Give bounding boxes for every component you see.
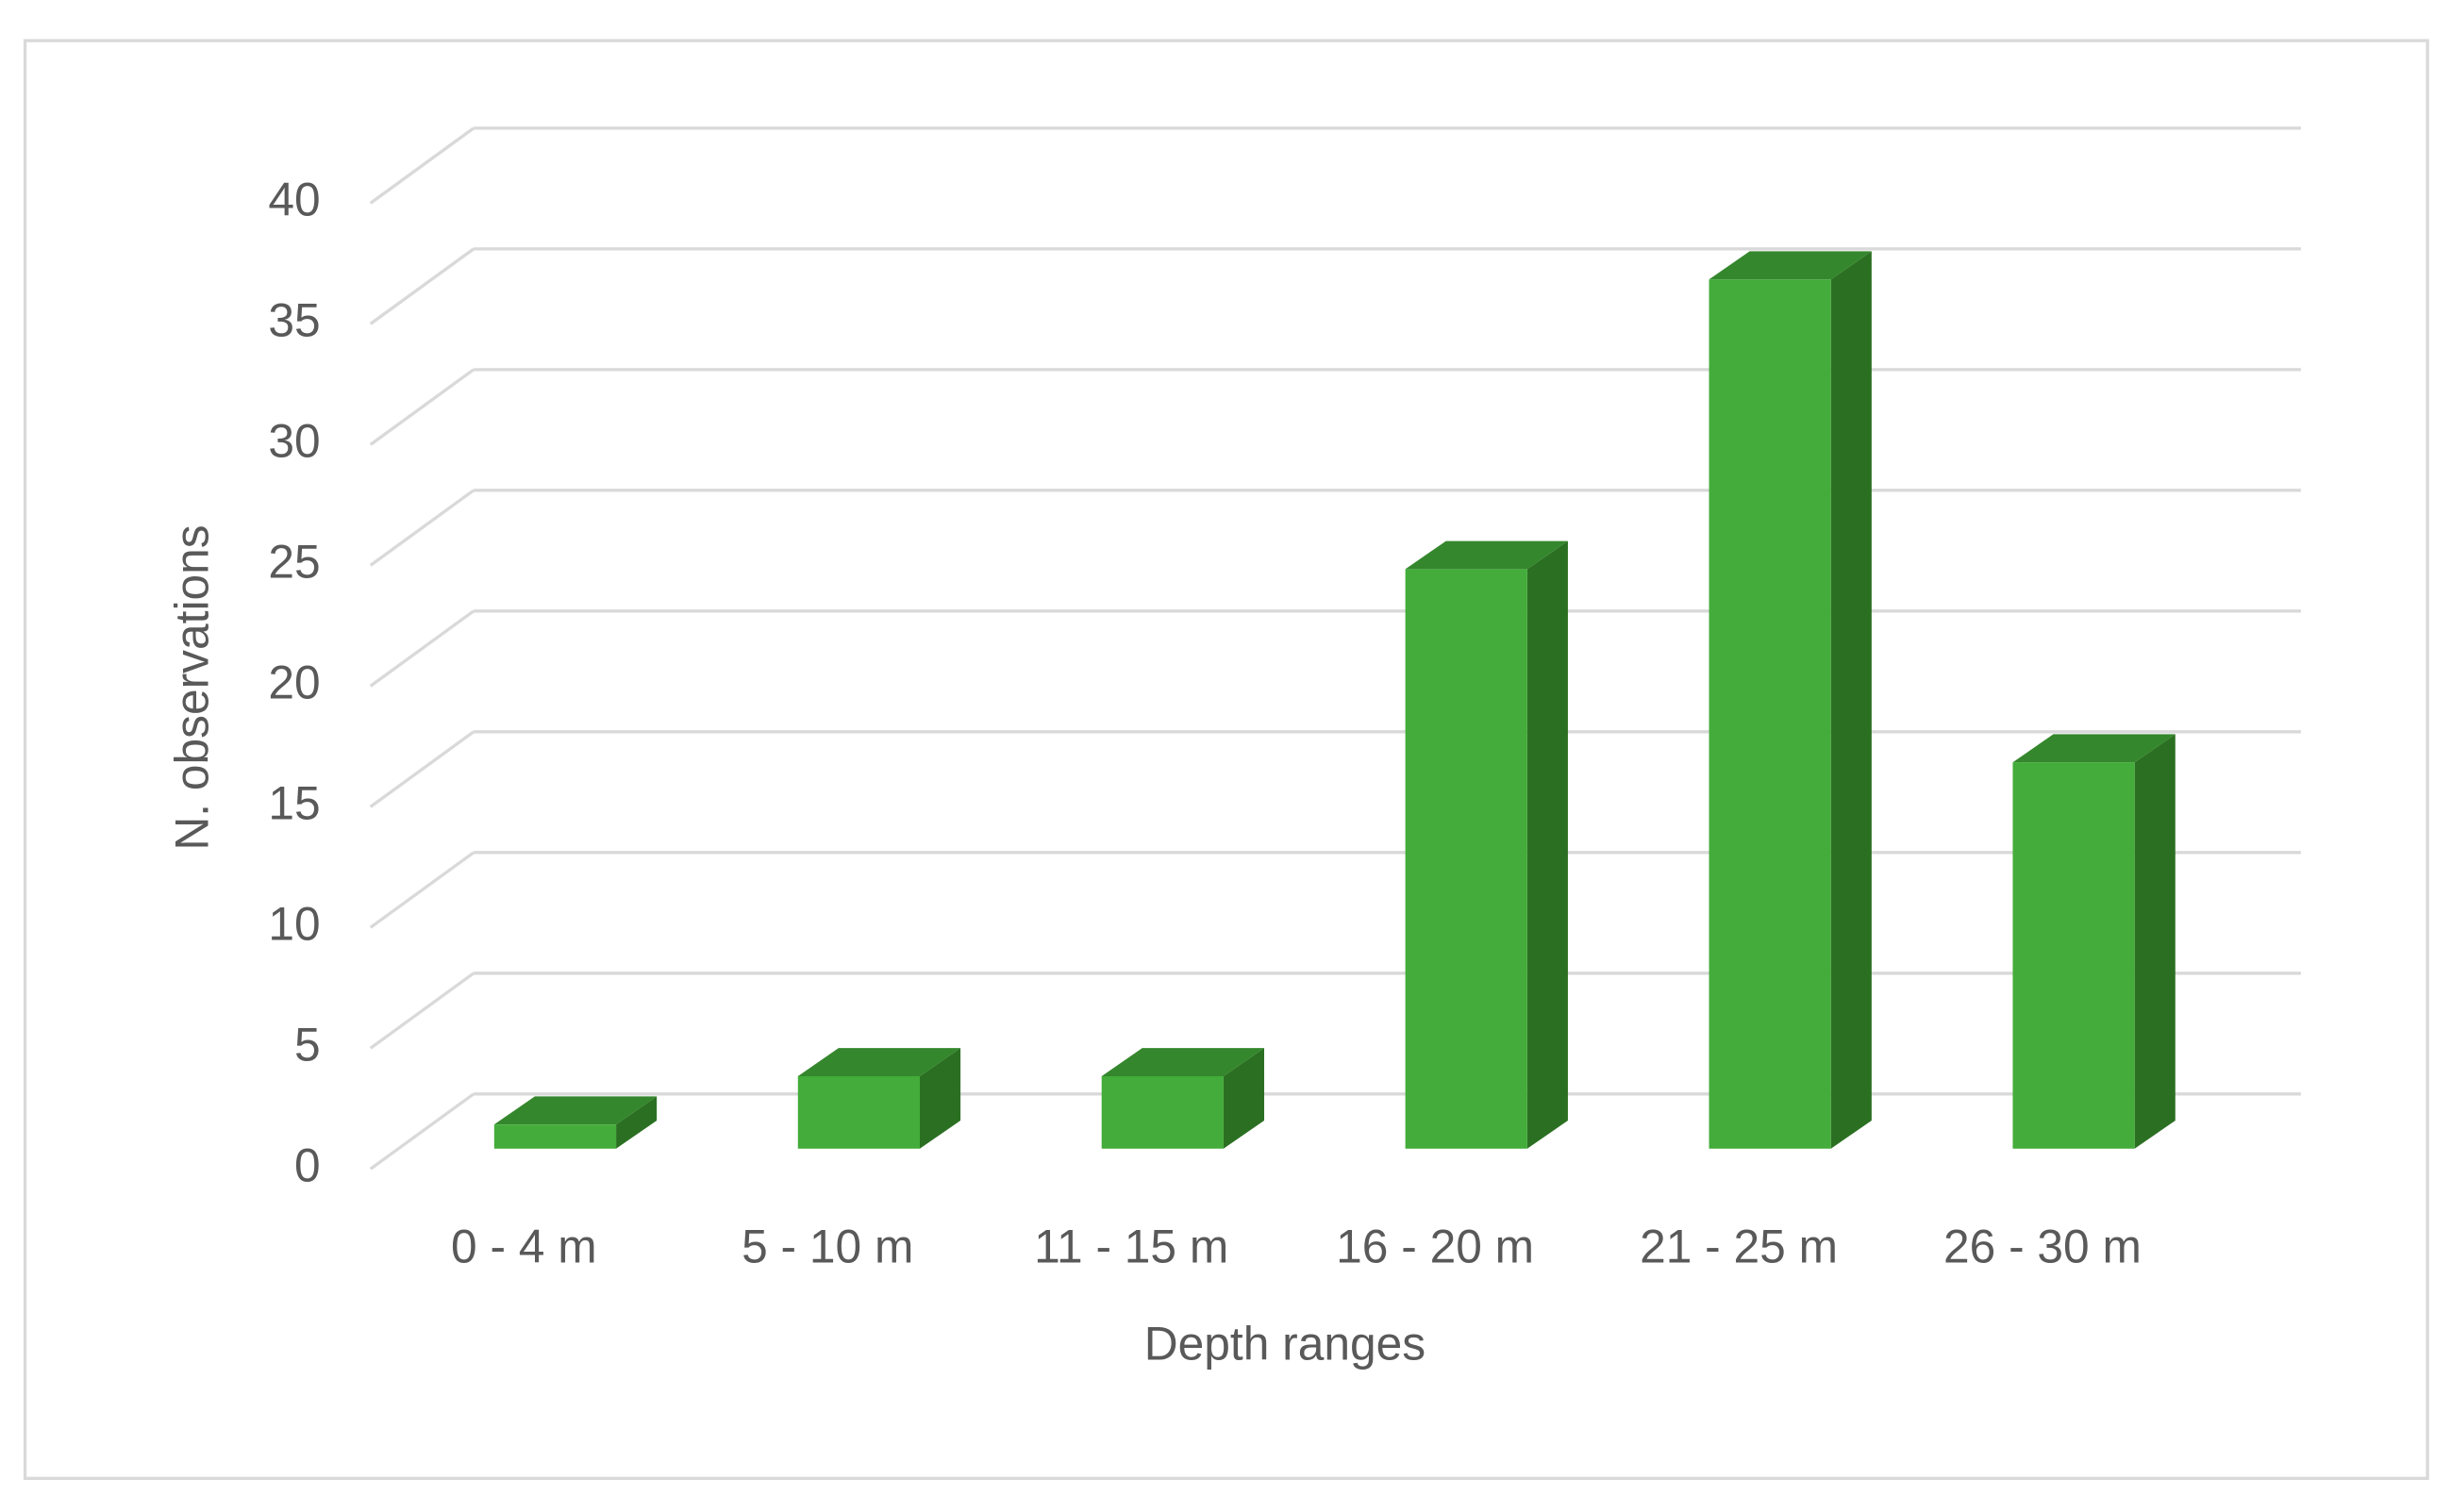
grid-line-side — [369, 247, 475, 325]
bar — [797, 1075, 921, 1149]
y-tick-label: 35 — [268, 294, 320, 347]
y-tick-label: 10 — [268, 897, 320, 950]
bar-top — [1101, 1048, 1265, 1076]
x-tick-label: 26 - 30 m — [1943, 1221, 2142, 1273]
bar-side — [616, 1096, 658, 1149]
y-tick-label: 5 — [294, 1018, 321, 1071]
bar-side — [1526, 540, 1568, 1149]
bar — [493, 1124, 617, 1149]
y-axis-title: N. observations — [165, 524, 218, 850]
bar-top — [797, 1048, 961, 1076]
x-tick-label: 5 - 10 m — [742, 1221, 913, 1273]
x-axis-title: Depth ranges — [1144, 1317, 1426, 1370]
bar-side — [1223, 1048, 1265, 1149]
grid-line-side — [369, 1092, 475, 1171]
bar-top — [2012, 734, 2176, 763]
bar — [1709, 279, 1831, 1149]
bar — [1101, 1075, 1224, 1149]
grid-line-side — [369, 489, 475, 567]
y-tick-label: 30 — [268, 414, 320, 467]
x-tick-label: 0 - 4 m — [451, 1221, 597, 1273]
bar-side — [2134, 734, 2176, 1149]
bar-top — [1405, 540, 1568, 570]
grid-line-side — [369, 609, 475, 688]
bar — [1405, 569, 1527, 1149]
grid-line-side — [369, 730, 475, 808]
grid-line-side — [369, 126, 475, 205]
y-tick-label: 40 — [268, 174, 320, 226]
x-tick-label: 21 - 25 m — [1640, 1221, 1838, 1273]
x-tick-label: 16 - 20 m — [1336, 1221, 1534, 1273]
grid-line-side — [369, 368, 475, 446]
bar-side — [920, 1048, 961, 1149]
grid-line-side — [369, 851, 475, 929]
y-tick-label: 15 — [268, 776, 320, 829]
x-tick-label: 11 - 15 m — [1034, 1221, 1228, 1273]
bar-top — [1709, 251, 1872, 280]
bar-top — [493, 1096, 658, 1125]
y-tick-label: 20 — [268, 656, 320, 708]
y-tick-label: 0 — [294, 1138, 321, 1191]
y-tick-label: 25 — [268, 535, 320, 588]
grid-line-side — [369, 972, 475, 1050]
bar-side — [1830, 251, 1872, 1149]
bar — [2012, 762, 2135, 1149]
